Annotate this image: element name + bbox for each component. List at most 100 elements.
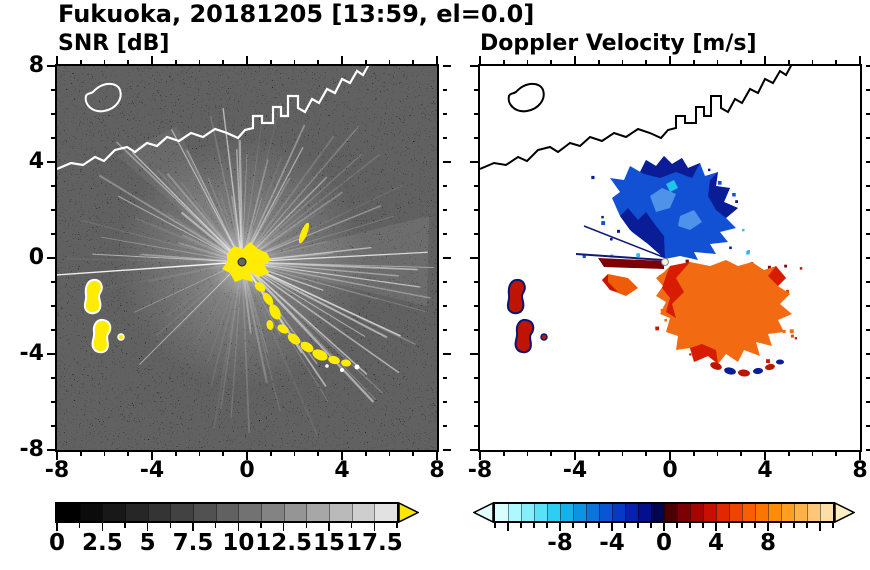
axis-tick bbox=[621, 60, 624, 64]
colorbar-segment bbox=[79, 504, 103, 521]
axis-tick bbox=[835, 452, 838, 456]
axis-tick bbox=[47, 161, 55, 163]
axis-tick bbox=[47, 65, 55, 67]
axis-tick bbox=[198, 452, 201, 456]
y-tick-label: 0 bbox=[28, 245, 44, 270]
colorbar-segment bbox=[125, 504, 148, 521]
colorbar-tick bbox=[546, 523, 548, 528]
colorbar-segment bbox=[329, 504, 352, 521]
colorbar-tick bbox=[520, 523, 522, 528]
colorbar-tick-label: 17.5 bbox=[345, 530, 403, 556]
doppler-west-navy-streak bbox=[575, 253, 664, 261]
colorbar-segment bbox=[306, 504, 330, 521]
snr-east-haze-wedge bbox=[242, 216, 429, 306]
colorbar-segment bbox=[261, 504, 284, 521]
doppler-negative-fan bbox=[610, 156, 738, 260]
colorbar-tick bbox=[637, 523, 639, 528]
colorbar-tick-label: 0 bbox=[655, 530, 673, 556]
axis-tick bbox=[364, 452, 367, 456]
axis-tick bbox=[127, 452, 130, 456]
colorbar-tick bbox=[689, 523, 691, 528]
colorbar-segment bbox=[612, 504, 625, 521]
colorbar-segment bbox=[677, 504, 690, 521]
colorbar-segment bbox=[625, 504, 638, 521]
axis-tick bbox=[412, 60, 415, 64]
colorbar-segment bbox=[495, 504, 508, 521]
colorbar-segment bbox=[508, 504, 521, 521]
axis-tick bbox=[470, 353, 478, 355]
axis-tick bbox=[198, 60, 201, 64]
colorbar-segment bbox=[560, 504, 573, 521]
colorbar-tick bbox=[611, 523, 613, 531]
axis-tick bbox=[443, 305, 447, 307]
axis-tick bbox=[866, 89, 870, 91]
axis-tick bbox=[597, 452, 600, 456]
colorbar-segment bbox=[729, 504, 742, 521]
colorbar-segment bbox=[768, 504, 781, 521]
axis-tick bbox=[859, 56, 861, 64]
colorbar-tick-label: 4 bbox=[707, 530, 725, 556]
axis-tick bbox=[479, 56, 481, 64]
axis-tick bbox=[669, 452, 671, 460]
x-tick-label: 0 bbox=[239, 458, 255, 483]
doppler-west-echoes bbox=[506, 278, 548, 354]
x-tick-label: 4 bbox=[334, 458, 350, 483]
axis-tick bbox=[443, 89, 447, 91]
axis-tick bbox=[866, 65, 870, 67]
axis-tick bbox=[474, 329, 478, 331]
axis-tick bbox=[470, 257, 478, 259]
colorbar-tick bbox=[214, 523, 217, 528]
axis-tick bbox=[246, 452, 248, 460]
axis-tick bbox=[645, 60, 648, 64]
colorbar-segment bbox=[351, 504, 375, 521]
axis-tick bbox=[151, 452, 153, 460]
snr-colorbar-over-arrow bbox=[399, 502, 419, 523]
doppler-colorbar-over-arrow bbox=[835, 502, 855, 523]
snr-northwest-haze-wedge bbox=[117, 126, 242, 262]
radar-site-dot bbox=[661, 258, 669, 266]
axis-tick bbox=[443, 209, 447, 211]
axis-tick bbox=[866, 449, 870, 451]
axis-tick bbox=[470, 161, 478, 163]
colorbar-segment bbox=[573, 504, 586, 521]
colorbar-segment bbox=[638, 504, 651, 521]
colorbar-segment bbox=[283, 504, 307, 521]
colorbar-tick-label: 7.5 bbox=[172, 530, 214, 556]
doppler-colorbar-ticks bbox=[494, 523, 834, 533]
colorbar-tick-label: 5 bbox=[139, 530, 156, 556]
axis-tick bbox=[574, 452, 576, 460]
colorbar-tick-label: -8 bbox=[547, 530, 573, 556]
axis-tick bbox=[317, 60, 320, 64]
axis-tick bbox=[151, 56, 153, 64]
colorbar-tick bbox=[819, 523, 821, 531]
axis-tick bbox=[669, 56, 671, 64]
axis-tick bbox=[436, 452, 438, 460]
axis-tick bbox=[474, 377, 478, 379]
axis-tick bbox=[388, 60, 391, 64]
x-tick-label: -8 bbox=[467, 458, 493, 483]
colorbar-tick-label: 2.5 bbox=[81, 530, 123, 556]
doppler-panel-label: Doppler Velocity [m/s] bbox=[480, 31, 757, 56]
colorbar-tick-label: -4 bbox=[599, 530, 625, 556]
axis-tick bbox=[550, 60, 553, 64]
colorbar-segment bbox=[521, 504, 534, 521]
doppler-colorbar bbox=[493, 502, 835, 523]
axis-tick bbox=[866, 377, 870, 379]
axis-tick bbox=[443, 449, 451, 451]
colorbar-tick-label: 12.5 bbox=[255, 530, 313, 556]
axis-tick bbox=[474, 89, 478, 91]
colorbar-segment bbox=[102, 504, 126, 521]
colorbar-segment bbox=[664, 504, 677, 521]
colorbar-segment bbox=[703, 504, 716, 521]
axis-tick bbox=[443, 233, 447, 235]
colorbar-tick bbox=[702, 523, 704, 528]
axis-tick bbox=[56, 452, 58, 460]
axis-tick bbox=[835, 60, 838, 64]
colorbar-tick bbox=[676, 523, 678, 528]
colorbar-tick-label: 15 bbox=[312, 530, 346, 556]
axis-tick bbox=[364, 60, 367, 64]
axis-tick bbox=[866, 329, 870, 331]
colorbar-tick bbox=[237, 523, 240, 531]
colorbar-tick bbox=[533, 523, 535, 528]
